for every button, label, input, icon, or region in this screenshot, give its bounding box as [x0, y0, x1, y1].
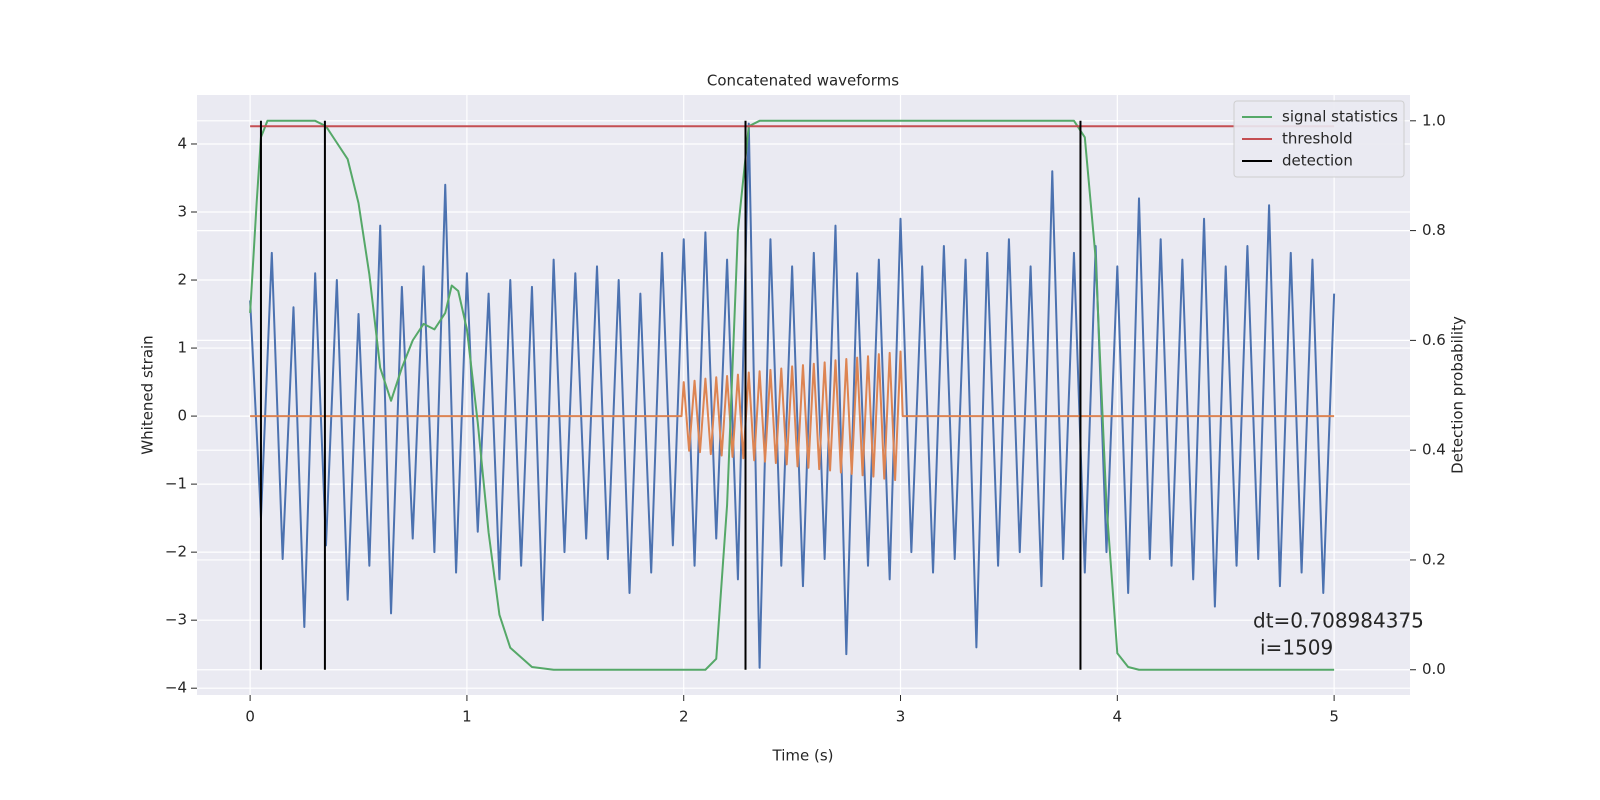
series-line — [249, 122, 1336, 669]
marks — [249, 119, 1336, 671]
y-tick-label: 0 — [177, 407, 187, 425]
x-tick-label: 5 — [1329, 708, 1339, 726]
annotation: i=1509 — [1260, 636, 1333, 660]
x-tick-label: 3 — [896, 708, 906, 726]
y2-tick-label: 0.0 — [1422, 660, 1446, 678]
y2-tick-label: 0.4 — [1422, 441, 1446, 459]
annotation: dt=0.708984375 — [1253, 609, 1424, 633]
x-tick-label: 1 — [462, 708, 472, 726]
y-tick-label: −4 — [165, 679, 187, 697]
y-axis-label: Whitened strain — [139, 335, 157, 454]
y-tick-label: −2 — [165, 543, 187, 561]
y2-axis-label: Detection probability — [1449, 316, 1467, 474]
legend-label: detection — [1282, 152, 1353, 170]
legend-box — [1233, 100, 1405, 178]
x-tick-label: 4 — [1113, 708, 1123, 726]
legend: signal statistics threshold detection — [1233, 100, 1405, 178]
y-tick-label: 1 — [177, 339, 187, 357]
y-tick-label: 2 — [177, 271, 187, 289]
y2-tick-label: 0.8 — [1422, 221, 1446, 239]
y-tick-label: 3 — [177, 203, 187, 221]
legend-label: signal statistics — [1282, 108, 1398, 126]
plot-area — [197, 95, 1410, 695]
y-tick-label: −1 — [165, 475, 187, 493]
y-tick-label: −3 — [165, 611, 187, 629]
x-tick-label: 0 — [245, 708, 255, 726]
legend-label: threshold — [1282, 130, 1353, 148]
x-tick-label: 2 — [679, 708, 689, 726]
y2-tick-label: 0.6 — [1422, 331, 1446, 349]
y2-tick-label: 1.0 — [1422, 111, 1446, 129]
chart-title: Concatenated waveforms — [707, 72, 899, 90]
y2-tick-label: 0.2 — [1422, 550, 1446, 568]
x-axis-label: Time (s) — [772, 747, 834, 765]
y-tick-label: 4 — [177, 134, 187, 152]
series-line — [250, 350, 1335, 482]
